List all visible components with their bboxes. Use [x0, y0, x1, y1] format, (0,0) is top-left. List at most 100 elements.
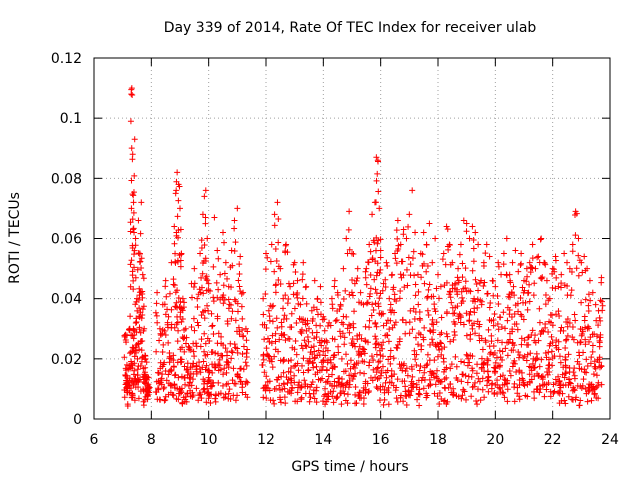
data-point-fill — [210, 263, 217, 270]
data-point-fill — [236, 261, 243, 268]
data-point-fill — [591, 358, 598, 365]
data-point-fill — [506, 311, 513, 318]
data-point-fill — [271, 353, 278, 360]
data-point-fill — [343, 351, 350, 358]
data-point-fill — [350, 324, 357, 331]
data-point — [357, 289, 364, 296]
data-point-fill — [450, 385, 457, 392]
data-point-fill — [138, 347, 145, 354]
data-point-fill — [165, 339, 172, 346]
data-point-fill — [162, 283, 169, 290]
data-point-fill — [525, 289, 532, 296]
data-point-fill — [428, 293, 435, 300]
data-point-fill — [367, 374, 374, 381]
data-point-fill — [521, 337, 528, 344]
data-point-fill — [366, 324, 373, 331]
data-point-fill — [139, 338, 146, 345]
data-point — [406, 211, 413, 218]
data-point-fill — [170, 276, 177, 283]
data-point-fill — [565, 351, 572, 358]
data-point-fill — [244, 328, 251, 335]
data-point-fill — [156, 337, 163, 344]
data-point-fill — [333, 316, 340, 323]
data-point-fill — [244, 346, 251, 353]
data-point-fill — [524, 273, 531, 280]
data-point — [532, 265, 539, 272]
data-point — [432, 235, 439, 242]
data-point-fill — [281, 312, 288, 319]
data-point-fill — [584, 398, 591, 405]
data-point-fill — [494, 320, 501, 327]
data-point-fill — [313, 387, 320, 394]
data-point-fill — [292, 269, 299, 276]
data-point-fill — [474, 304, 481, 311]
data-point-fill — [397, 288, 404, 295]
data-point-fill — [263, 324, 270, 331]
data-point-fill — [189, 364, 196, 371]
data-point-fill — [264, 378, 271, 385]
data-point-fill — [331, 383, 338, 390]
data-point — [156, 325, 163, 332]
data-point-fill — [463, 332, 470, 339]
data-point-fill — [324, 347, 331, 354]
data-point-fill — [282, 400, 289, 407]
data-point-fill — [266, 317, 273, 324]
data-point-fill — [235, 277, 242, 284]
data-point-fill — [350, 250, 357, 257]
data-point-fill — [307, 384, 314, 391]
data-point — [558, 271, 565, 278]
data-point-fill — [155, 386, 162, 393]
data-point-fill — [131, 172, 138, 179]
data-point-fill — [331, 336, 338, 343]
data-point-fill — [429, 316, 436, 323]
data-point-fill — [231, 225, 238, 232]
data-point-fill — [215, 286, 222, 293]
data-point-fill — [465, 355, 472, 362]
data-point-fill — [470, 236, 477, 243]
data-point-fill — [582, 296, 589, 303]
data-point-fill — [541, 393, 548, 400]
data-point-fill — [128, 360, 135, 367]
data-point-fill — [529, 327, 536, 334]
data-point-fill — [595, 395, 602, 402]
data-point — [586, 277, 593, 284]
data-point-fill — [238, 303, 245, 310]
data-point-fill — [481, 394, 488, 401]
data-point-fill — [220, 394, 227, 401]
data-point-fill — [215, 361, 222, 368]
data-point-fill — [174, 258, 181, 265]
data-point-fill — [555, 389, 562, 396]
data-point-fill — [515, 348, 522, 355]
data-point-fill — [123, 339, 130, 346]
data-point-fill — [165, 371, 172, 378]
data-point-fill — [569, 324, 576, 331]
data-point-fill — [514, 300, 521, 307]
data-point-fill — [324, 396, 331, 403]
data-point — [185, 343, 192, 350]
data-point-fill — [283, 315, 290, 322]
data-point-fill — [178, 251, 185, 258]
data-point-fill — [212, 398, 219, 405]
data-point-fill — [305, 338, 312, 345]
data-point-fill — [191, 280, 198, 287]
data-point-fill — [346, 329, 353, 336]
data-point — [549, 265, 556, 272]
data-point-fill — [538, 275, 545, 282]
data-point — [354, 265, 361, 272]
data-point-fill — [231, 341, 238, 348]
data-point-fill — [567, 380, 574, 387]
data-point — [165, 313, 172, 320]
data-point-fill — [261, 336, 268, 343]
data-point-fill — [585, 338, 592, 345]
data-point-fill — [537, 236, 544, 243]
data-point-fill — [526, 363, 533, 370]
data-point-fill — [129, 216, 136, 223]
data-point — [280, 295, 287, 302]
data-point-fill — [363, 300, 370, 307]
data-point-fill — [396, 335, 403, 342]
data-point-fill — [556, 353, 563, 360]
data-point-fill — [329, 301, 336, 308]
data-point-fill — [124, 401, 131, 408]
data-point-fill — [476, 321, 483, 328]
data-point-fill — [400, 231, 407, 238]
